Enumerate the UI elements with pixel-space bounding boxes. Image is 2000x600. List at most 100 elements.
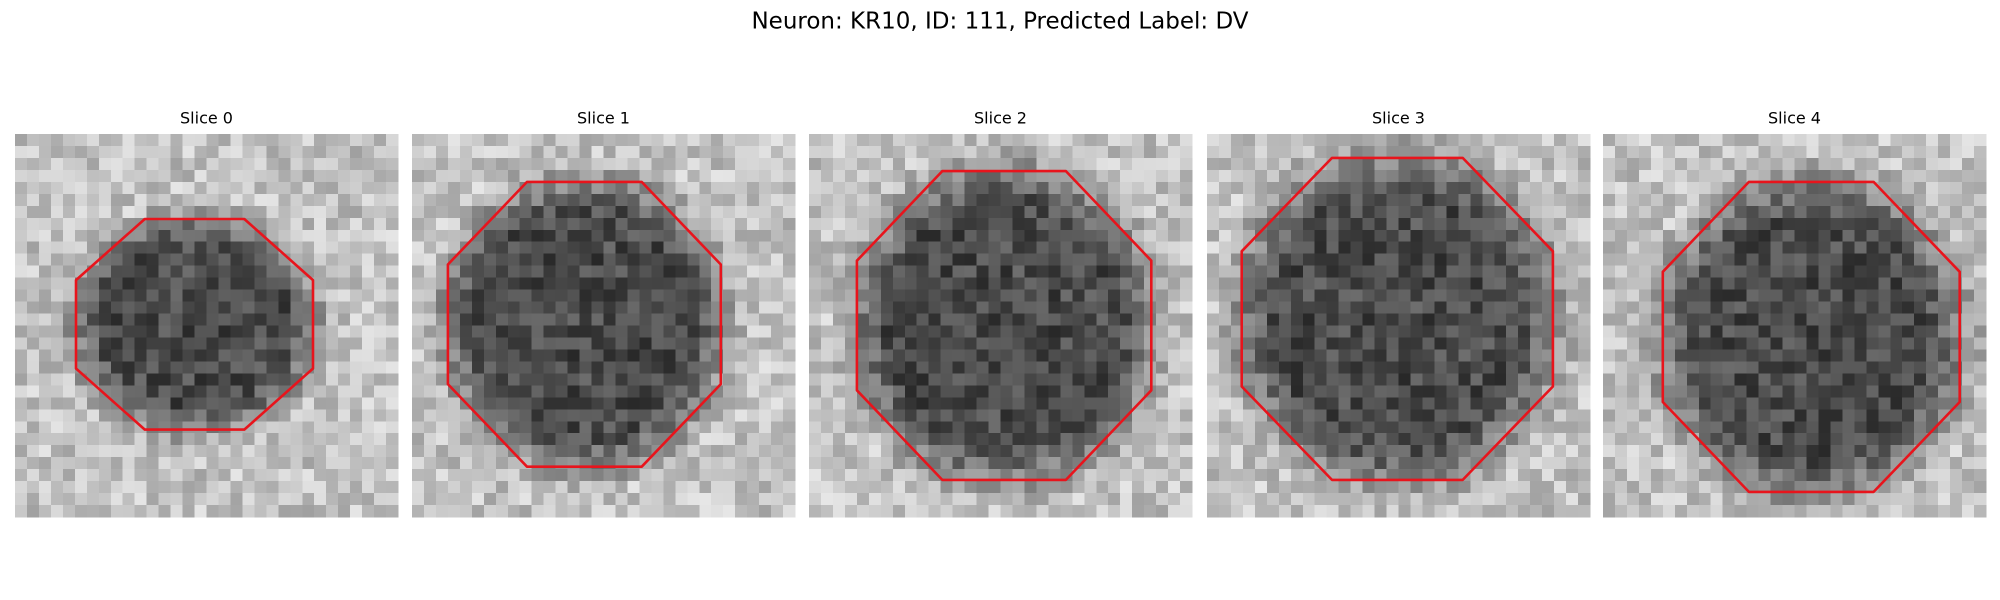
pixel — [374, 265, 387, 278]
pixel — [1890, 134, 1903, 147]
pixel — [182, 229, 195, 243]
pixel — [1950, 445, 1963, 458]
pixel — [254, 469, 267, 482]
pixel — [567, 253, 580, 266]
pixel — [314, 337, 327, 350]
pixel — [1554, 457, 1567, 470]
pixel — [687, 409, 700, 422]
pixel — [98, 134, 112, 147]
pixel — [1650, 253, 1664, 266]
pixel — [1603, 289, 1616, 302]
pixel — [1218, 241, 1232, 254]
pixel — [1168, 445, 1181, 458]
pixel — [832, 493, 846, 506]
pixel — [1012, 397, 1025, 410]
pixel — [242, 469, 255, 482]
pixel — [242, 313, 255, 326]
pixel — [543, 325, 556, 338]
pixel — [435, 217, 449, 231]
pixel — [591, 469, 604, 482]
pixel — [435, 205, 449, 219]
pixel — [1422, 457, 1435, 470]
pixel — [1048, 217, 1061, 231]
pixel — [1374, 145, 1387, 159]
pixel — [591, 145, 604, 159]
pixel — [423, 349, 437, 362]
pixel — [711, 433, 724, 446]
pixel — [1650, 134, 1664, 147]
pixel — [735, 349, 748, 362]
pixel — [146, 397, 159, 410]
pixel — [1542, 205, 1555, 219]
pixel — [1386, 134, 1399, 147]
pixel — [783, 385, 796, 398]
pixel — [110, 301, 124, 314]
pixel — [1830, 205, 1843, 219]
pixel — [386, 253, 399, 266]
pixel — [1218, 181, 1232, 195]
pixel — [627, 409, 640, 422]
pixel — [1290, 397, 1304, 410]
pixel — [1036, 301, 1049, 314]
pixel — [892, 301, 906, 314]
pixel — [543, 337, 556, 350]
pixel — [266, 361, 279, 374]
pixel — [1386, 241, 1399, 254]
pixel — [663, 181, 676, 195]
pixel — [1072, 241, 1085, 254]
pixel — [1698, 205, 1712, 219]
pixel — [1168, 277, 1181, 290]
pixel — [567, 145, 580, 159]
pixel — [1806, 373, 1819, 386]
pixel — [820, 457, 834, 470]
pixel — [783, 505, 796, 518]
pixel — [62, 265, 76, 278]
pixel — [1180, 481, 1193, 494]
pixel — [1914, 325, 1927, 338]
pixel — [15, 134, 28, 147]
pixel — [1242, 181, 1256, 195]
pixel — [928, 253, 941, 266]
pixel — [350, 265, 363, 278]
pixel — [1108, 313, 1121, 326]
pixel — [1254, 469, 1268, 482]
pixel — [1180, 505, 1193, 518]
pixel — [1218, 193, 1232, 207]
pixel — [759, 229, 772, 243]
pixel — [170, 265, 183, 278]
pixel — [1386, 325, 1399, 338]
pixel — [904, 193, 918, 207]
pixel — [122, 493, 135, 506]
pixel — [1974, 445, 1987, 458]
pixel — [844, 421, 858, 434]
pixel — [194, 433, 207, 446]
pixel — [759, 505, 772, 518]
pixel — [976, 134, 989, 147]
pixel — [1242, 361, 1256, 374]
pixel — [567, 433, 580, 446]
pixel — [1770, 433, 1783, 446]
pixel — [964, 193, 977, 207]
pixel — [591, 134, 604, 147]
pixel — [1878, 325, 1891, 338]
pixel — [1302, 433, 1316, 446]
pixel — [723, 349, 736, 362]
pixel — [15, 157, 28, 171]
pixel — [531, 445, 544, 458]
pixel — [194, 373, 207, 386]
pixel — [1096, 193, 1109, 207]
pixel — [1362, 409, 1375, 422]
pixel — [412, 253, 425, 266]
pixel — [675, 421, 688, 434]
pixel — [1890, 145, 1903, 159]
pixel — [880, 277, 894, 290]
pixel — [314, 157, 327, 171]
pixel — [483, 409, 497, 422]
pixel — [1446, 157, 1459, 171]
pixel — [254, 373, 267, 386]
pixel — [1278, 469, 1292, 482]
pixel — [50, 445, 64, 458]
pixel — [1350, 421, 1363, 434]
pixel — [555, 145, 568, 159]
pixel — [1000, 301, 1013, 314]
